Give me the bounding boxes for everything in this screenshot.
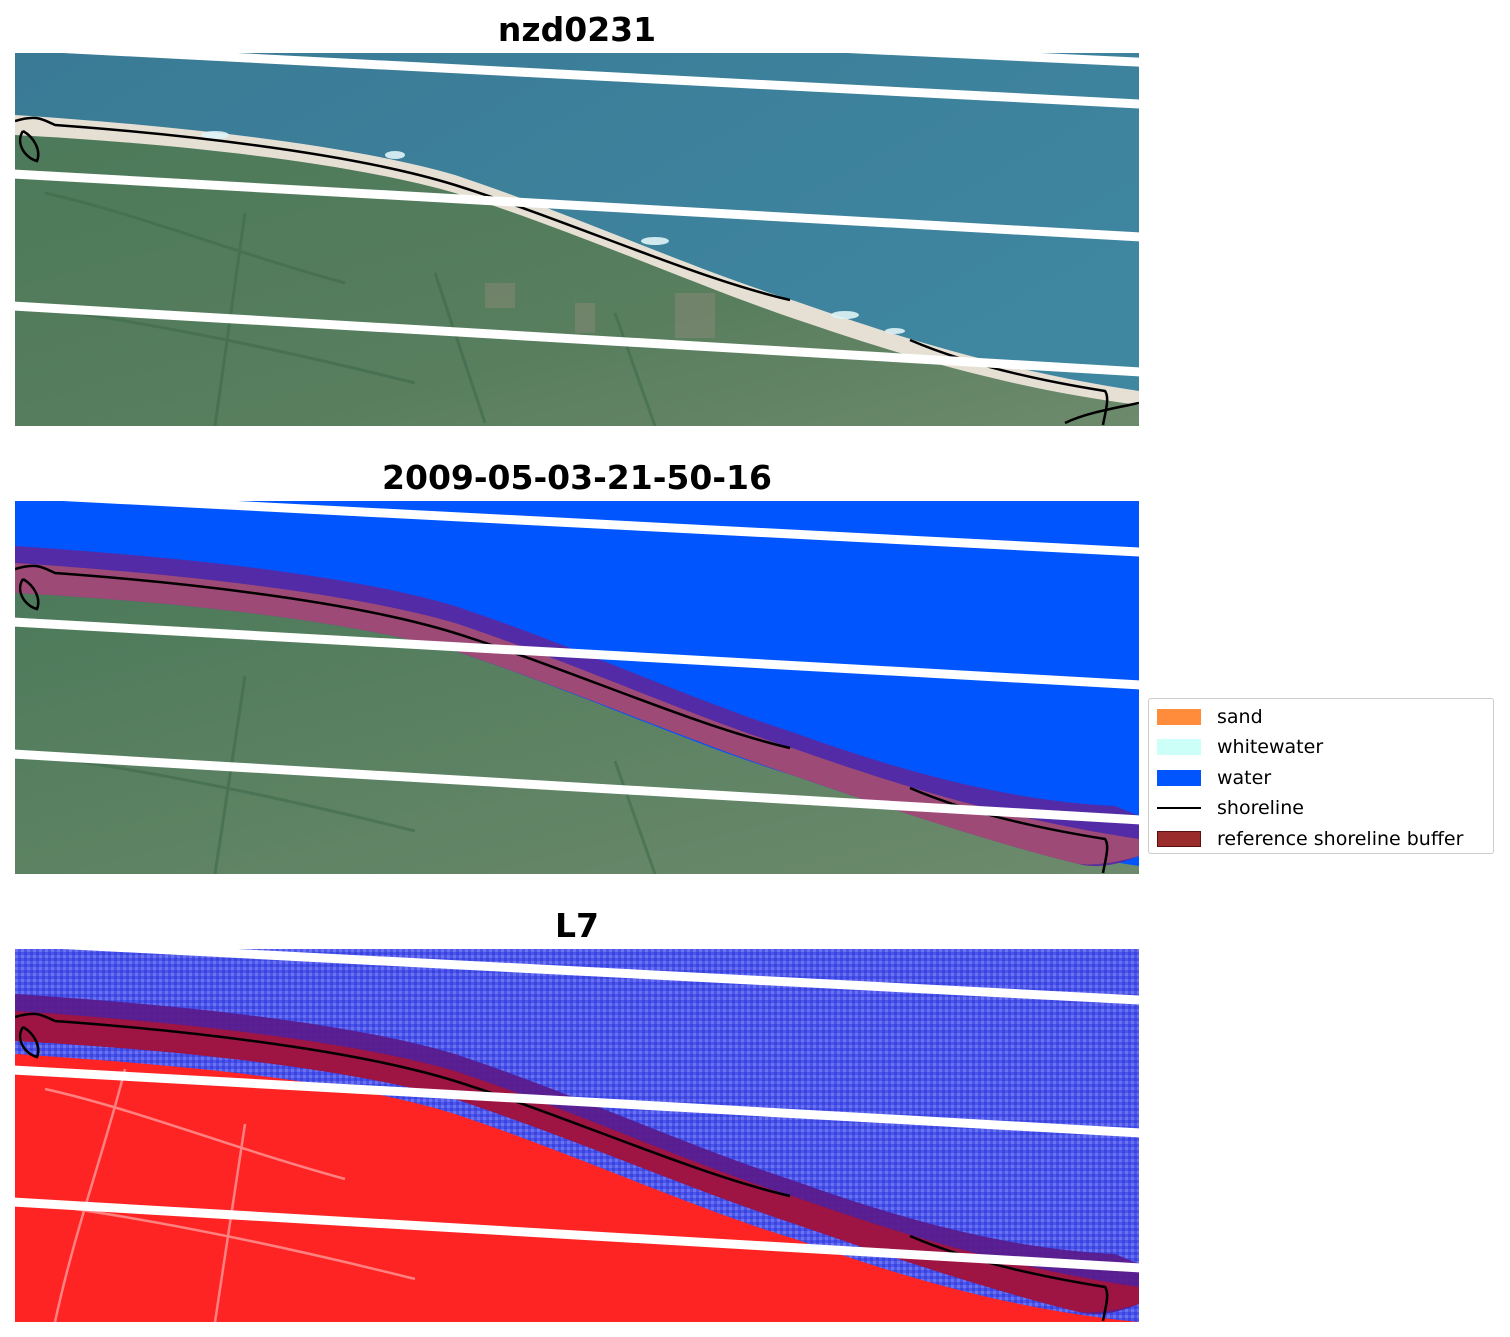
legend-label-buffer: reference shoreline buffer	[1217, 827, 1464, 850]
whitewater-swatch	[1157, 739, 1201, 756]
classified-image-panel	[15, 501, 1139, 874]
panel-title-rgb: nzd0231	[497, 10, 657, 49]
legend-label-sand: sand	[1217, 706, 1263, 728]
legend-label-shoreline: shoreline	[1217, 797, 1304, 820]
panel-title-mndwi: L7	[555, 906, 599, 945]
legend: sand whitewater water shoreline referenc…	[1148, 698, 1494, 854]
legend-label-whitewater: whitewater	[1217, 736, 1324, 759]
legend-item-whitewater: whitewater	[1149, 735, 1493, 765]
legend-label-water: water	[1217, 766, 1272, 789]
shoreline-line-swatch	[1157, 807, 1201, 810]
legend-item-sand: sand	[1149, 705, 1493, 735]
legend-item-shoreline: shoreline	[1149, 796, 1493, 826]
buffer-swatch	[1157, 830, 1201, 847]
sand-swatch	[1157, 709, 1201, 725]
water-swatch	[1157, 769, 1201, 786]
legend-item-buffer: reference shoreline buffer	[1149, 827, 1493, 857]
panel-title-classified: 2009-05-03-21-50-16	[382, 458, 772, 497]
legend-item-water: water	[1149, 766, 1493, 796]
mndwi-image-panel	[15, 949, 1139, 1322]
rgb-image-panel	[15, 53, 1139, 426]
